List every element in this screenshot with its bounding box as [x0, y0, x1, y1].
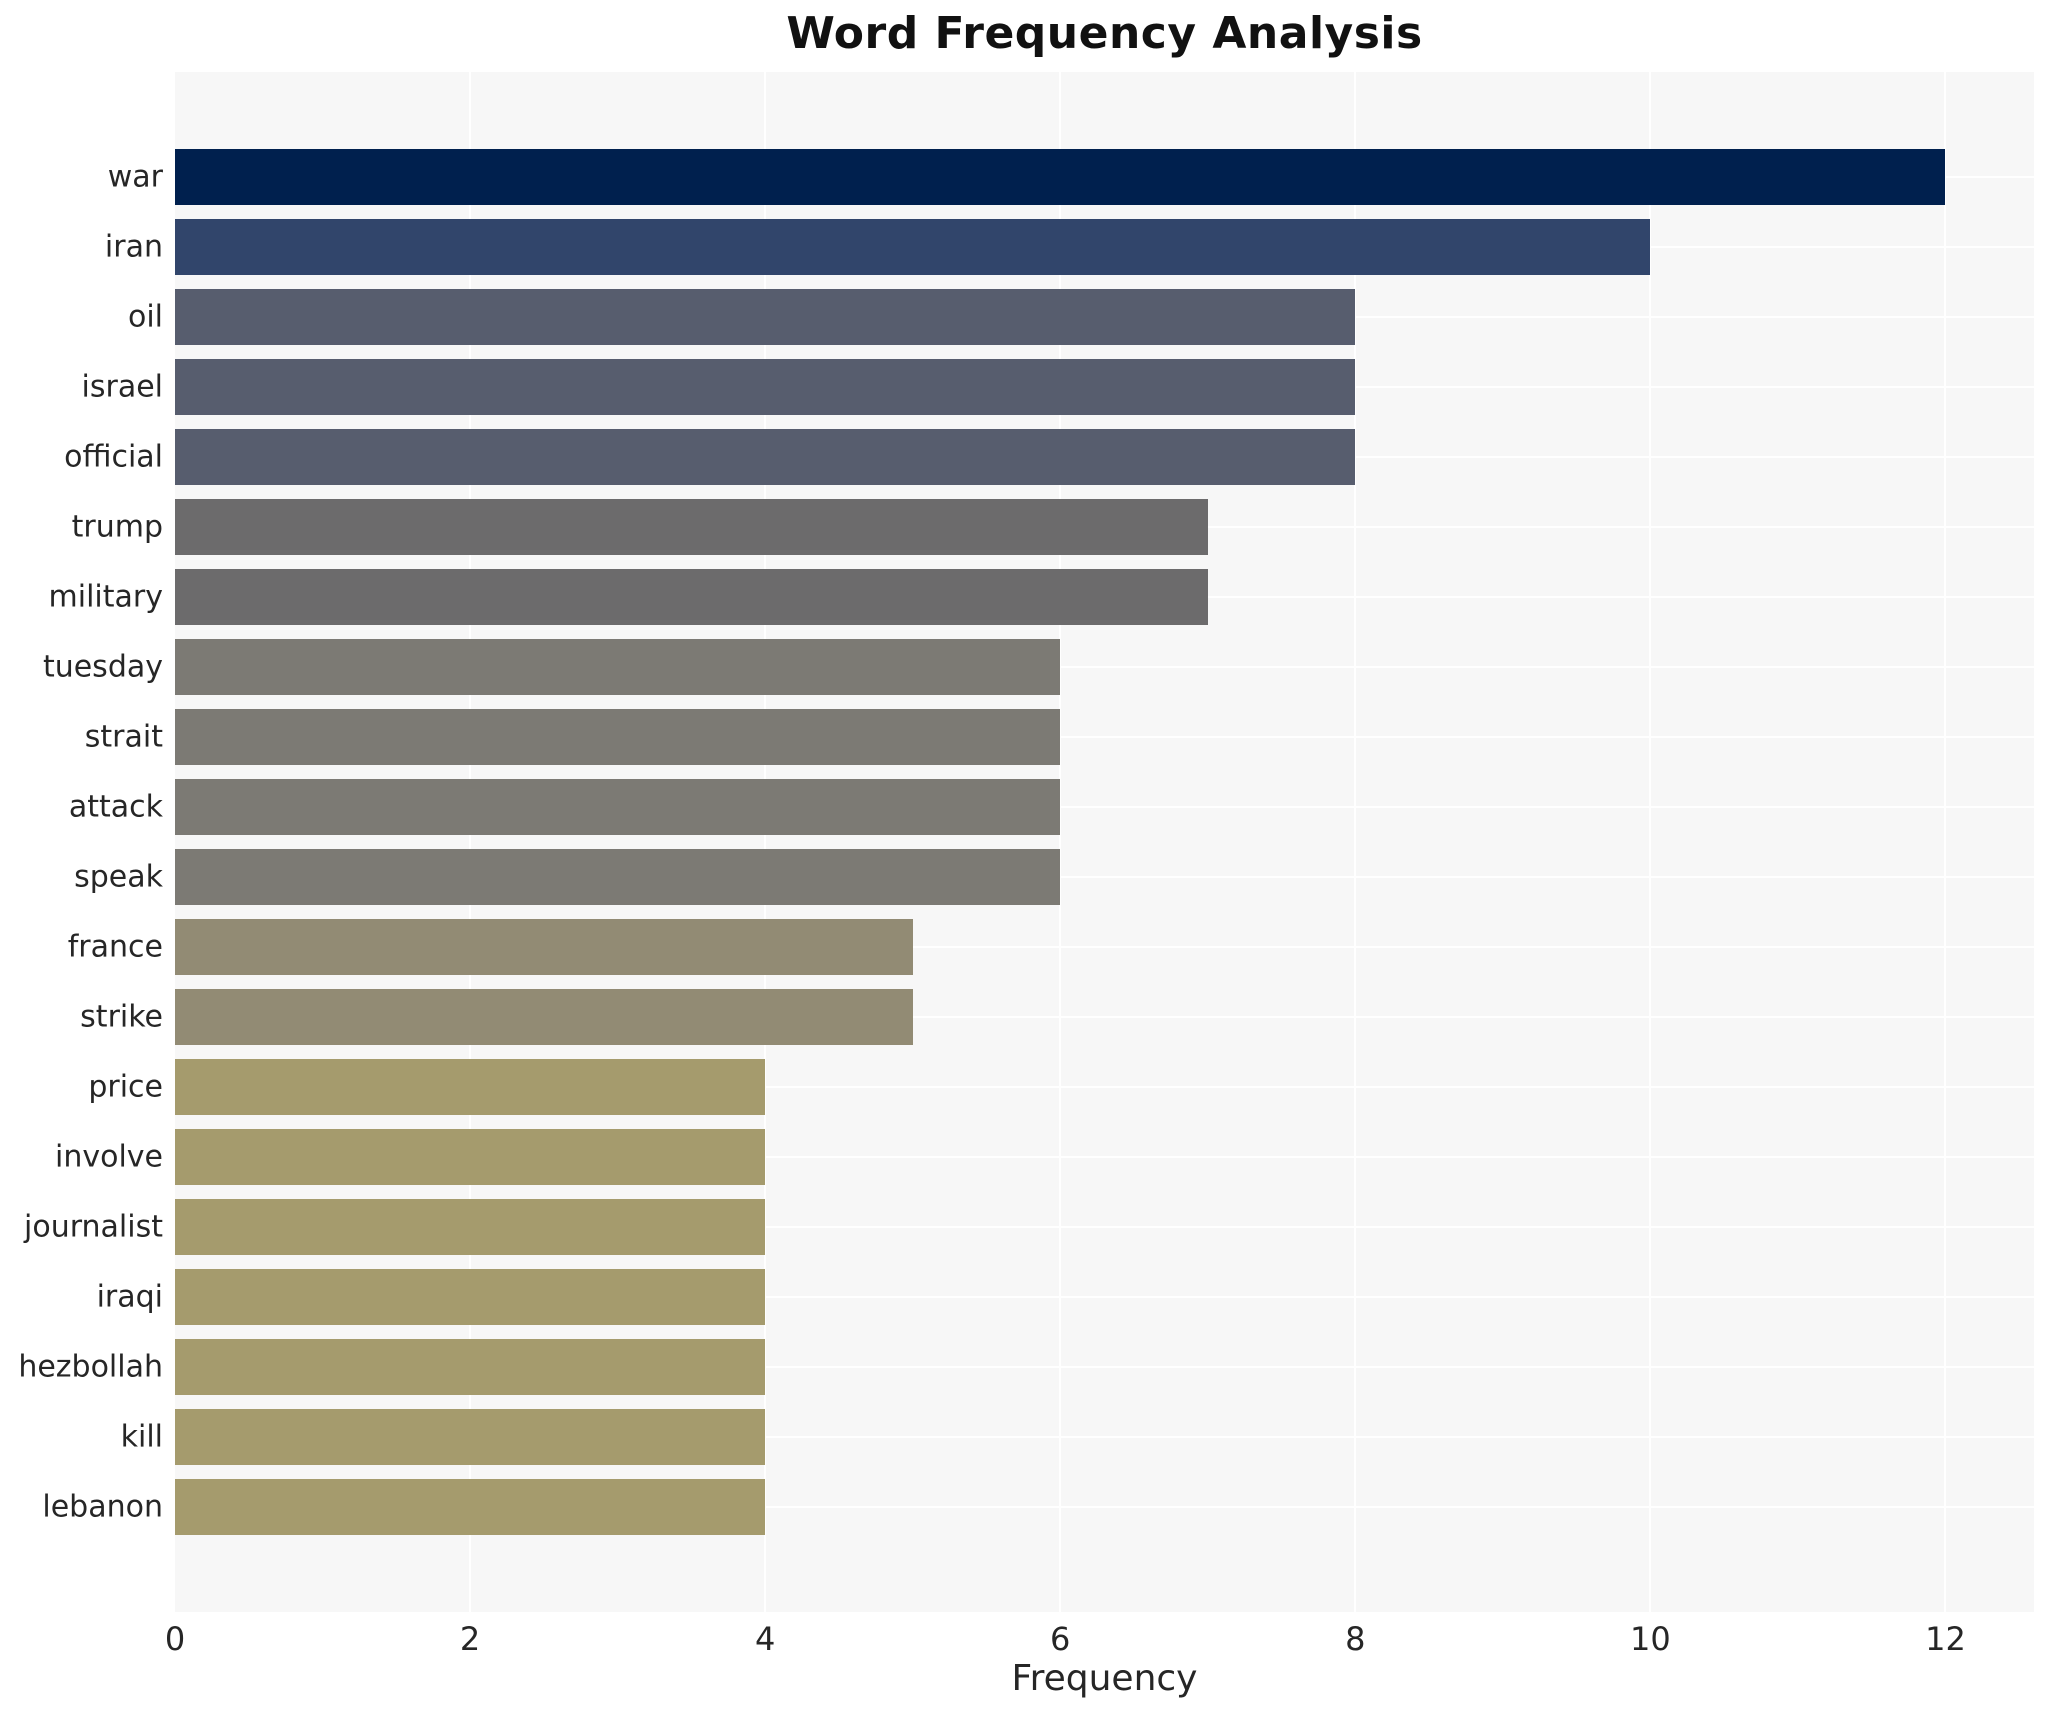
category-label: strait [84, 719, 163, 755]
chart-row: lebanon [42, 1472, 2034, 1542]
category-label: military [48, 579, 163, 615]
x-tick-label: 8 [1345, 1620, 1366, 1658]
vertical-gridline [764, 72, 767, 1612]
frequency-bar [175, 359, 1356, 415]
x-axis-ticks: 0 2 4 6 8 10 12 [165, 1620, 2034, 1662]
horizontal-gridline [175, 806, 2034, 808]
chart-row: oil [128, 282, 2034, 352]
chart-row: war [108, 142, 2034, 212]
chart-row: israel [82, 352, 2034, 422]
horizontal-gridline [175, 1156, 2034, 1158]
horizontal-gridline [175, 1436, 2034, 1438]
x-tick-label: 2 [459, 1620, 481, 1658]
chart-row: strike [80, 982, 2034, 1052]
chart-row: strait [85, 702, 2034, 772]
vertical-gridline [469, 72, 472, 1612]
frequency-bar [175, 289, 1356, 345]
category-label: price [88, 1069, 163, 1105]
horizontal-gridline [175, 1366, 2034, 1368]
category-label: oil [127, 299, 163, 335]
horizontal-gridline [175, 1016, 2034, 1018]
vertical-gridline [1354, 72, 1357, 1612]
chart-row: attack [69, 772, 2034, 842]
frequency-bar [175, 1339, 766, 1395]
chart-row: tuesday [43, 632, 2034, 702]
category-label: war [107, 159, 163, 195]
x-tick-label: 6 [1050, 1620, 1071, 1658]
category-label: iraqi [96, 1279, 163, 1315]
chart-row: iran [105, 212, 2034, 282]
category-label: kill [120, 1419, 163, 1455]
horizontal-gridline [175, 666, 2034, 668]
frequency-bar [175, 499, 1208, 555]
frequency-bar [175, 1409, 766, 1465]
chart-title: Word Frequency Analysis [786, 8, 1423, 59]
horizontal-gridline [175, 876, 2034, 878]
chart-row: kill [121, 1402, 2034, 1472]
chart-row: military [49, 562, 2034, 632]
frequency-bar [175, 779, 1061, 835]
category-label: speak [74, 859, 163, 895]
category-label: journalist [24, 1209, 163, 1245]
chart-row: price [88, 1052, 2034, 1122]
frequency-bar [175, 639, 1061, 695]
horizontal-gridline [175, 946, 2034, 948]
category-label: tuesday [42, 649, 163, 685]
chart-row: official [64, 422, 2034, 492]
horizontal-gridline [175, 1226, 2034, 1228]
frequency-bar [175, 849, 1061, 905]
frequency-bar [175, 1059, 766, 1115]
frequency-bar [175, 149, 1946, 205]
chart-row: speak [74, 842, 2034, 912]
category-label: attack [68, 789, 163, 825]
category-label: france [67, 929, 163, 965]
horizontal-gridline [175, 736, 2034, 738]
frequency-bar [175, 429, 1356, 485]
frequency-bar [175, 919, 913, 975]
horizontal-gridline [175, 1296, 2034, 1298]
x-tick-label: 0 [164, 1620, 186, 1658]
chart-row: journalist [24, 1192, 2034, 1262]
vertical-gridline [1649, 72, 1652, 1612]
plot-area: war iran oil israel official trump military tue… [18, 72, 2034, 1612]
x-tick-label: 10 [1630, 1620, 1671, 1658]
frequency-bar [175, 709, 1061, 765]
frequency-bar [175, 219, 1651, 275]
category-label: official [64, 439, 163, 475]
horizontal-gridline [175, 1506, 2034, 1508]
frequency-bar [175, 569, 1208, 625]
chart-row: france [68, 912, 2034, 982]
frequency-bar [175, 989, 913, 1045]
vertical-gridline [1059, 72, 1062, 1612]
frequency-bar [175, 1129, 766, 1185]
category-label: lebanon [42, 1489, 163, 1525]
chart-row: hezbollah [18, 1332, 2034, 1402]
category-label: involve [54, 1139, 163, 1175]
horizontal-gridline [175, 1086, 2034, 1088]
vertical-gridline [1944, 72, 1947, 1612]
chart-row: involve [55, 1122, 2034, 1192]
chart-row: trump [72, 492, 2034, 562]
category-label: israel [81, 369, 163, 405]
bars-container: war iran oil israel official trump military tue… [18, 142, 2034, 1542]
x-axis-label: Frequency [1011, 1658, 1198, 1699]
frequency-bar [175, 1269, 766, 1325]
category-label: hezbollah [18, 1349, 163, 1385]
frequency-bar [175, 1199, 766, 1255]
category-label: strike [80, 999, 163, 1035]
frequency-bar [175, 1479, 766, 1535]
chart-row: iraqi [97, 1262, 2034, 1332]
category-label: trump [71, 509, 163, 545]
x-tick-label: 12 [1925, 1620, 1966, 1658]
x-tick-label: 4 [754, 1620, 776, 1658]
category-label: iran [104, 229, 163, 265]
